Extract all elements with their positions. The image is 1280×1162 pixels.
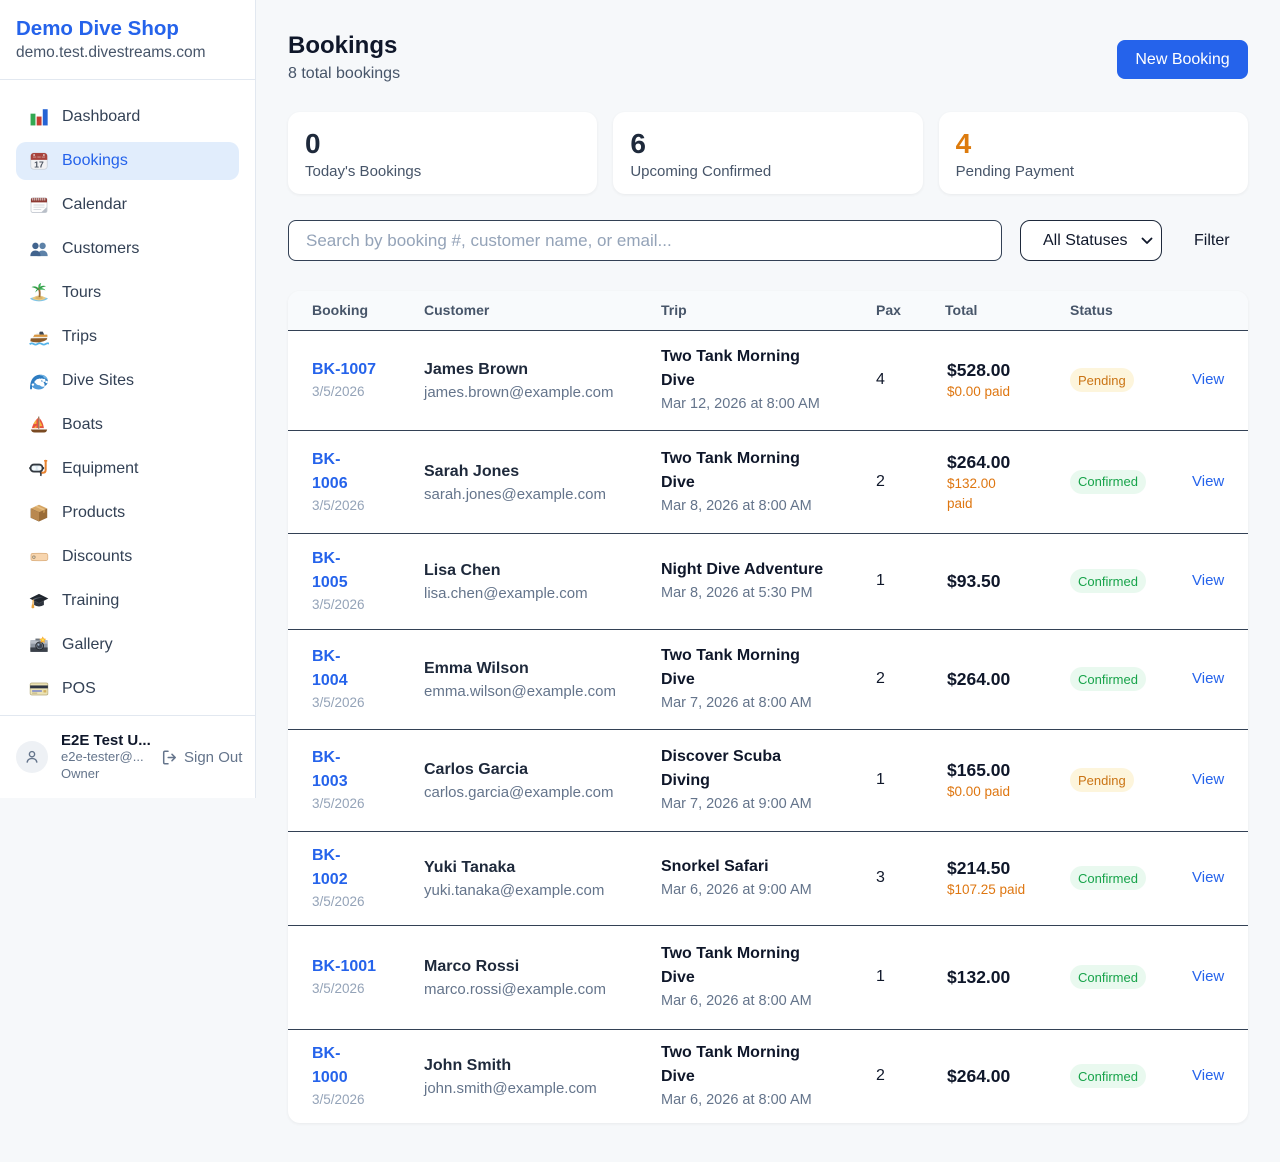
- svg-text:17: 17: [34, 159, 44, 169]
